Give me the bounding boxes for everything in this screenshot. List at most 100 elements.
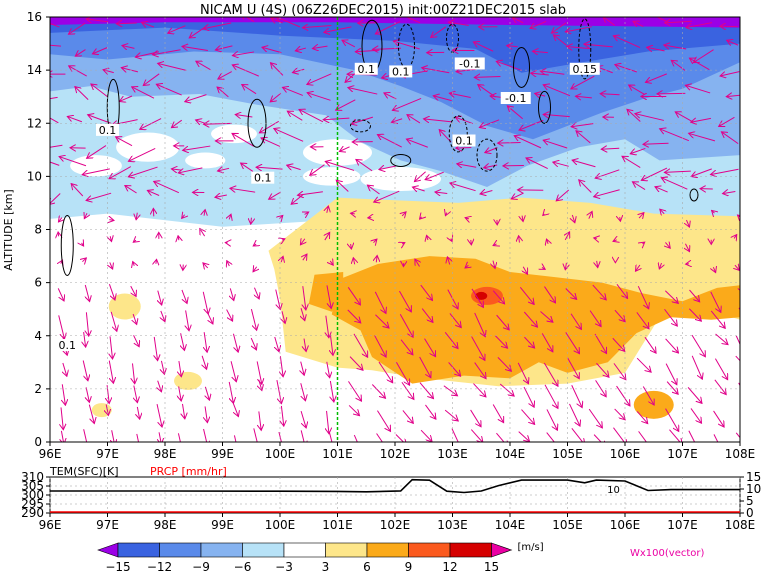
wind-vector: [161, 360, 164, 374]
wind-vector: [565, 232, 569, 241]
colorbar-label: 9: [405, 560, 413, 574]
wind-vector: [406, 139, 428, 148]
colorbar-unit: [m/s]: [518, 542, 544, 553]
wind-vector: [420, 429, 432, 442]
wind-vector: [178, 167, 203, 173]
wind-vector: [233, 435, 237, 442]
wind-vector: [576, 131, 591, 144]
wind-vector: [154, 336, 157, 361]
wind-vector: [227, 261, 230, 266]
wind-vector: [87, 145, 107, 159]
wind-vector: [447, 289, 458, 309]
wind-vector: [519, 287, 534, 304]
wind-vector: [395, 434, 407, 442]
wind-vector: [133, 262, 135, 266]
y-tick-label: 14: [27, 63, 42, 77]
wind-vector: [665, 408, 679, 432]
y-tick-label: 0: [34, 435, 42, 449]
wind-vector: [399, 290, 411, 312]
wind-vector: [427, 235, 428, 240]
contour-label-bg: [569, 62, 600, 75]
wind-vector: [181, 333, 185, 350]
wind-vector: [110, 311, 117, 331]
wind-vector: [691, 355, 702, 379]
wind-vector: [419, 382, 433, 399]
wind-vector: [424, 338, 436, 357]
wind-vector: [600, 94, 620, 95]
contour-line: [350, 119, 371, 133]
wind-vector: [400, 339, 413, 355]
wind-vector: [450, 183, 476, 192]
wind-vector: [627, 109, 641, 122]
wind-vector: [86, 312, 88, 336]
wind-vector: [282, 239, 285, 240]
colorbar-box: [283, 542, 326, 558]
wind-vector: [541, 333, 553, 351]
wind-vector: [451, 239, 452, 242]
wind-vector: [614, 408, 626, 420]
wind-vector: [551, 22, 567, 33]
colorbar-label: 12: [442, 560, 457, 574]
wind-vector: [347, 309, 361, 323]
wind-vector: [571, 385, 582, 407]
wind-vector: [205, 406, 207, 422]
wind-vector: [514, 136, 542, 149]
wind-vector: [342, 40, 356, 48]
wind-vector: [569, 403, 580, 426]
wind-vector: [633, 21, 644, 26]
wind-vector: [665, 338, 679, 353]
x-tick-label: 107E: [667, 447, 698, 461]
wind-vector: [207, 312, 213, 324]
wind-vector: [147, 190, 160, 195]
wind-vector: [613, 427, 626, 442]
wind-vector: [435, 192, 448, 194]
wind-vector: [517, 362, 528, 384]
wind-vector: [57, 288, 64, 301]
wind-vector: [448, 22, 469, 25]
wind-vector: [521, 409, 534, 425]
wind-vector: [449, 93, 471, 99]
subplot-x-tick-label: 96E: [39, 518, 62, 532]
wind-vector: [735, 265, 740, 270]
wind-vector: [270, 92, 282, 102]
contour-line: [398, 23, 415, 69]
wind-vector: [241, 17, 255, 23]
y-tick-label: 10: [27, 169, 42, 183]
subplot-x-ticks: 96E 97E 98E 99E 100E 101E 102E 103E 104E 105E 106E…: [39, 513, 755, 532]
wind-vector: [307, 73, 332, 85]
contour-label: 0.1: [99, 124, 117, 137]
wind-vector: [374, 291, 386, 314]
wind-vector: [88, 115, 112, 124]
wind-vector: [325, 161, 355, 171]
wind-vector: [532, 51, 548, 52]
wind-vector: [575, 96, 592, 98]
wind-vector: [691, 334, 705, 357]
wind-vector: [376, 433, 383, 442]
wind-vector: [710, 291, 721, 312]
contour-label-bg: [500, 92, 531, 104]
wind-vector: [589, 310, 601, 327]
wind-vector: [269, 191, 281, 199]
wind-vector: [686, 22, 713, 28]
colorbar-label: −12: [147, 560, 172, 574]
subplot-left-tick-label: 295: [21, 497, 44, 511]
wind-vector: [601, 148, 620, 149]
contour-label: 0.15: [573, 63, 598, 76]
wind-vector: [507, 46, 518, 47]
wind-vector: [641, 167, 668, 180]
wind-vector: [300, 383, 306, 401]
wind-vector: [232, 333, 238, 352]
wind-vector: [292, 69, 305, 72]
wind-vector: [449, 313, 461, 327]
wind-vector: [456, 69, 477, 71]
wind-vector: [526, 158, 548, 169]
subplot-left-tick-label: 310: [21, 470, 44, 484]
wind-vector: [158, 380, 162, 392]
subplot-x-tick-label: 105E: [552, 518, 583, 532]
wind-vector: [535, 93, 546, 96]
wind-vector: [88, 404, 94, 424]
wind-vector: [523, 266, 527, 275]
y-tick-label: 12: [27, 116, 42, 130]
wind-vector: [543, 214, 545, 216]
wind-vector: [616, 283, 628, 298]
